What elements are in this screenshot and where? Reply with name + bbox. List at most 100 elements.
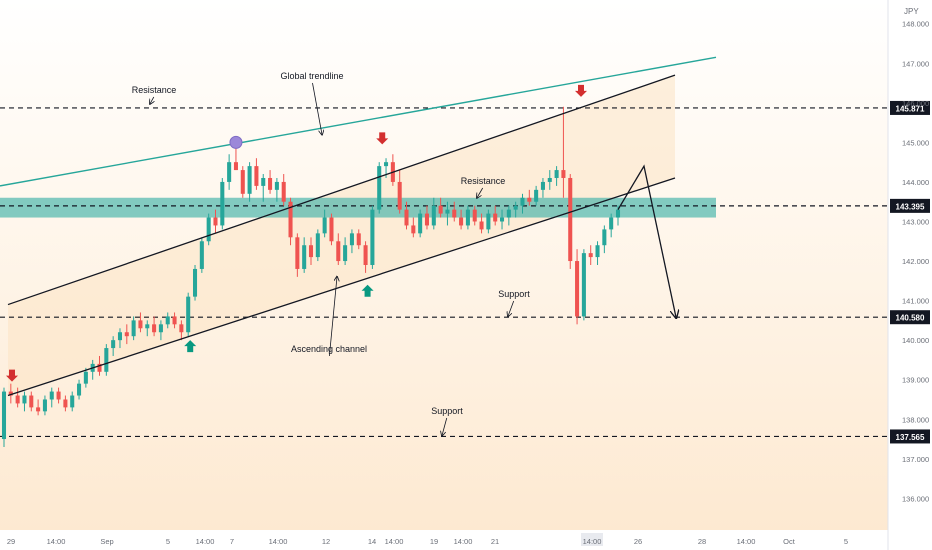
candle-body	[308, 245, 314, 258]
y-tick-label: 137.000	[902, 455, 929, 464]
x-cursor-highlight	[581, 533, 603, 546]
y-tick-label: 141.000	[902, 297, 929, 306]
candle-body	[138, 320, 143, 329]
candle-body	[302, 245, 307, 269]
time-axis-background	[0, 530, 888, 550]
price-label: 140.580	[896, 314, 925, 323]
candle-body	[281, 181, 286, 202]
candle-body	[438, 205, 443, 214]
candle-body	[377, 166, 382, 210]
candle-body	[424, 213, 430, 226]
candle-body	[534, 189, 539, 202]
candle-body	[158, 324, 163, 333]
x-tick-label: 14:00	[454, 537, 473, 546]
global-trendline	[0, 56, 717, 187]
candle-body	[581, 253, 586, 317]
x-tick-label: 14:00	[583, 537, 602, 546]
global-trendline-label-pointer	[312, 82, 323, 134]
candle-body	[506, 209, 511, 218]
candle-body	[274, 181, 279, 190]
candle-body	[206, 217, 211, 242]
candle-body	[8, 391, 13, 396]
candle-body	[70, 395, 75, 408]
time-axis: 29 14:00 Sep 5 14:00 7 14:00 12 14 14:00 19 14:00 21…	[7, 533, 848, 546]
candle-body	[192, 268, 198, 297]
resistance-zone-band	[0, 197, 716, 218]
candle-body	[384, 162, 389, 167]
x-tick-label: Oct	[783, 537, 796, 546]
candle-body	[172, 316, 177, 325]
candle-body	[22, 395, 27, 404]
buy-arrow-icon	[184, 340, 197, 353]
candle-body	[49, 391, 54, 400]
candle-body	[588, 253, 593, 258]
candle-body	[179, 324, 184, 333]
candle-body	[261, 177, 266, 186]
x-tick-label: 14:00	[737, 537, 756, 546]
y-tick-label: 140.000	[902, 336, 929, 345]
sell-arrow-icon	[575, 84, 587, 97]
candle-body	[186, 296, 191, 333]
y-tick-label: 144.000	[902, 178, 929, 187]
price-label-box	[890, 429, 930, 444]
candle-body	[83, 371, 88, 384]
x-tick-label: 14:00	[385, 537, 404, 546]
channel-lower-line	[7, 177, 676, 397]
x-tick-label: 12	[322, 537, 330, 546]
y-tick-label: 147.000	[902, 59, 929, 68]
signal-arrows	[6, 84, 587, 382]
x-tick-label: Sep	[100, 537, 113, 546]
x-tick-label: 29	[7, 537, 15, 546]
candle-body	[111, 340, 116, 349]
candle-body	[199, 241, 204, 269]
candle-body	[322, 217, 327, 234]
candle-body	[602, 229, 607, 246]
price-label: 145.871	[896, 104, 925, 113]
candle-body	[568, 177, 573, 262]
price-axis-background	[888, 0, 932, 550]
candle-body	[97, 363, 102, 372]
x-tick-label: 14:00	[47, 537, 66, 546]
candlesticks	[1, 106, 621, 447]
resistance-mid-label: Resistance	[461, 176, 506, 186]
price-label-box	[890, 198, 930, 213]
candle-body	[295, 237, 300, 269]
candle-body	[268, 177, 273, 190]
candle-body	[459, 217, 464, 226]
candle-body	[117, 332, 123, 341]
trendline-touch-dot	[229, 135, 243, 149]
x-tick-label: 21	[491, 537, 499, 546]
y-tick-label: 145.000	[902, 138, 929, 147]
candle-body	[404, 209, 409, 226]
candle-body	[418, 213, 423, 234]
price-label-box	[890, 310, 930, 325]
candle-body	[411, 225, 416, 234]
candle-body	[431, 205, 436, 226]
candle-body	[1, 391, 7, 440]
candle-body	[561, 170, 566, 178]
projection-path	[617, 164, 676, 317]
x-tick-label: 14	[368, 537, 376, 546]
candle-body	[343, 245, 348, 262]
candle-body	[131, 320, 136, 337]
candle-body	[540, 181, 545, 190]
x-tick-label: 14:00	[196, 537, 215, 546]
candle-body	[609, 217, 614, 230]
global-trendline-label: Global trendline	[280, 71, 343, 81]
candle-body	[254, 166, 259, 186]
y-tick-label: 138.000	[902, 415, 929, 424]
candle-body	[152, 324, 157, 333]
candle-body	[520, 197, 525, 206]
candle-body	[36, 407, 41, 412]
candle-body	[336, 241, 341, 262]
candle-body	[486, 213, 491, 230]
support-bottom-label: Support	[431, 406, 463, 416]
y-tick-label: 136.000	[902, 494, 929, 503]
x-tick-label: 7	[230, 537, 234, 546]
candle-body	[479, 221, 484, 230]
candle-body	[56, 391, 61, 400]
price-label: 143.395	[896, 202, 925, 211]
resistance-mid-label-pointer	[477, 187, 484, 198]
candle-body	[465, 209, 470, 226]
